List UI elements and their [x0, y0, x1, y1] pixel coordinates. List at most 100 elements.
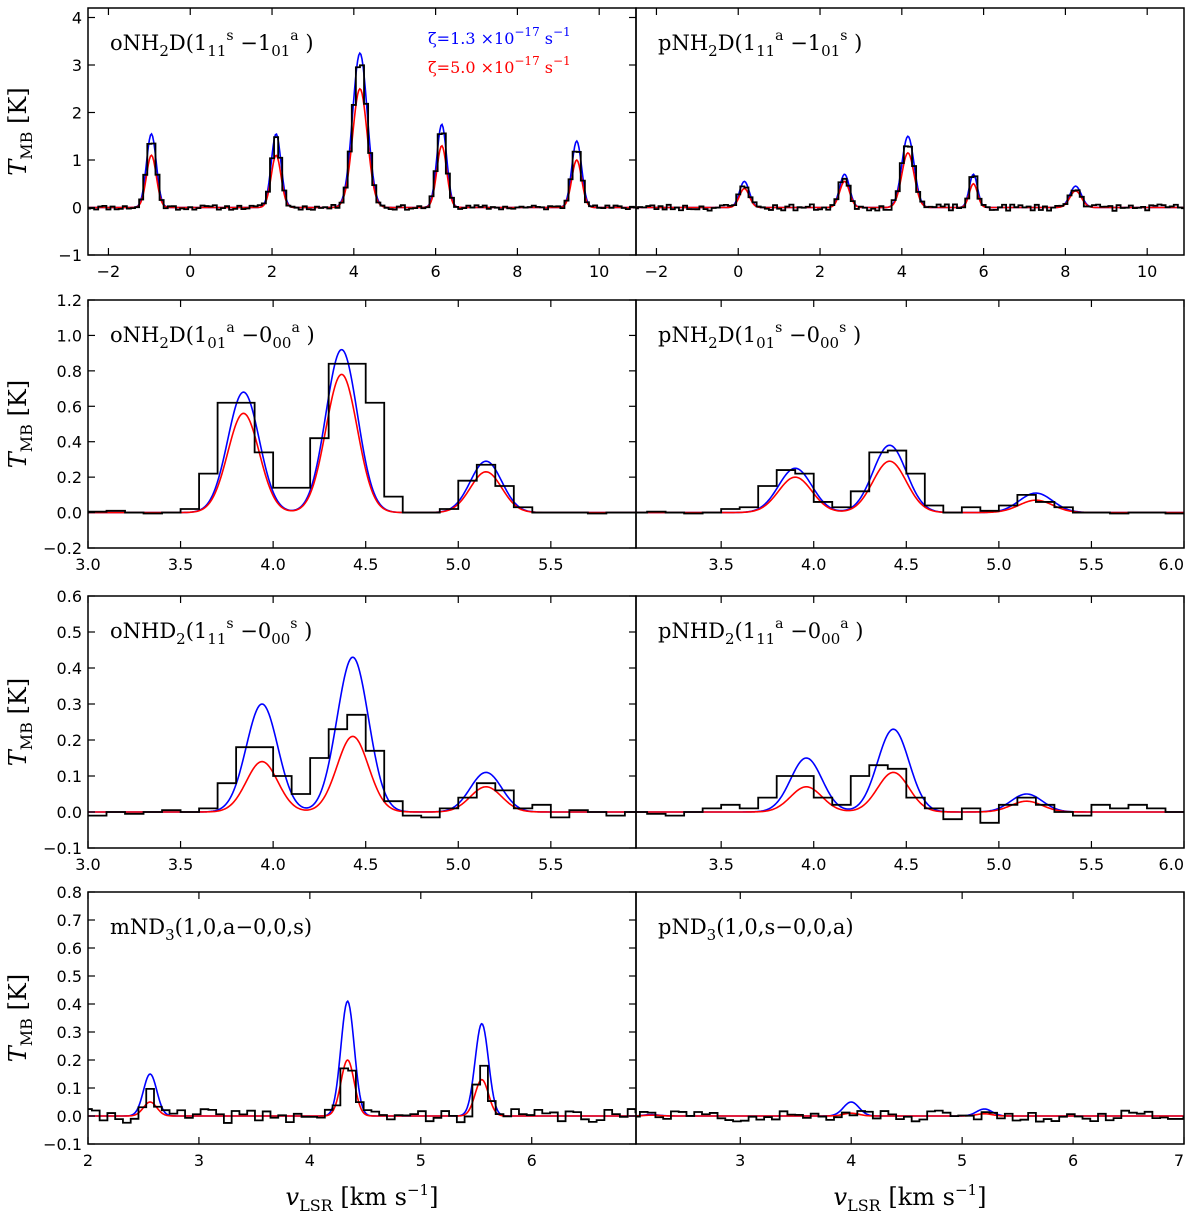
y-tick-label: 0.5: [57, 623, 82, 642]
y-axis-title: TMB [K]: [4, 974, 36, 1062]
x-tick-label: 4.5: [353, 555, 378, 574]
x-tick-label: 6.0: [1159, 855, 1184, 874]
x-tick-label: 4: [846, 1151, 856, 1170]
x-tick-label: 5.0: [986, 855, 1011, 874]
x-tick-label: −2: [645, 262, 669, 281]
y-tick-label: 0.1: [57, 767, 82, 786]
x-tick-label: 5.5: [538, 855, 563, 874]
x-tick-label: 5.5: [538, 555, 563, 574]
x-tick-label: 4.0: [801, 855, 826, 874]
x-tick-label: 0: [733, 262, 743, 281]
y-axis-title: TMB [K]: [4, 380, 36, 468]
x-axis-title: vLSR [km s−1]: [834, 1181, 987, 1215]
observed-spectrum: [88, 64, 636, 211]
x-tick-label: 6: [431, 262, 441, 281]
x-tick-label: 7: [1174, 1151, 1184, 1170]
x-tick-label: 8: [1060, 262, 1070, 281]
y-tick-label: 0.2: [57, 1051, 82, 1070]
x-tick-label: 3: [735, 1151, 745, 1170]
panel-oNH2D-11-10: −2 0 2 4 6 8 10 −1 0 1 2 3 4 oNH2D(111s −101a ) TMB [K…: [4, 7, 637, 281]
x-axis-title: vLSR [km s−1]: [286, 1181, 439, 1215]
panel-frame: [635, 595, 1185, 849]
transition-label: oNH2D(101a −000a ): [110, 320, 315, 352]
y-tick-label: 0.0: [57, 504, 82, 523]
x-tick-label: 3.5: [708, 855, 733, 874]
transition-label: oNH2D(111s −101a ): [110, 28, 314, 60]
observed-spectrum: [636, 1109, 1184, 1123]
panel-pND3: 3 4 5 6 7 pND3(1,0,s−0,0,a) vLSR [km s−1]: [635, 891, 1185, 1215]
plot-area: [636, 1101, 1184, 1123]
panel-oNH2D-01-00: 3.0 3.5 4.0 4.5 5.0 5.5 −0.2 0.0 0.2 0.4 0.6 0.8 1.0…: [4, 291, 637, 574]
x-tick-label: 4: [305, 1151, 315, 1170]
legend-low-zeta: ζ=1.3 ×10−17 s−1: [428, 25, 571, 48]
model-line-low-zeta: [88, 999, 636, 1117]
observed-spectrum: [88, 1064, 636, 1124]
x-tick-label: 8: [512, 262, 522, 281]
y-axis-title: TMB [K]: [4, 678, 36, 766]
model-line-low-zeta: [88, 656, 636, 813]
y-tick-label: 0.0: [57, 1107, 82, 1126]
y-tick-label: −0.1: [43, 1135, 82, 1154]
panel-frame: [635, 299, 1185, 549]
panel-frame: [635, 7, 1185, 256]
y-tick-label: 0.4: [57, 995, 82, 1014]
x-tick-label: 3.0: [75, 855, 100, 874]
y-tick-label: 0.1: [57, 1079, 82, 1098]
x-tick-label: 4.0: [801, 555, 826, 574]
x-tick-label: 6.0: [1159, 555, 1184, 574]
y-tick-label: 3: [72, 56, 82, 75]
transition-label: pNHD2(111a −000a ): [658, 616, 864, 648]
y-tick-label: 0.3: [57, 1023, 82, 1042]
x-tick-label: 4.0: [260, 855, 285, 874]
x-tick-label: 10: [1137, 262, 1157, 281]
observed-spectrum: [636, 764, 1184, 824]
y-tick-label: 0.4: [57, 659, 82, 678]
x-tick-label: 5.0: [986, 555, 1011, 574]
observed-spectrum: [636, 449, 1184, 515]
y-tick-label: 1.0: [57, 326, 82, 345]
x-tick-label: 6: [979, 262, 989, 281]
y-tick-label: 0.6: [57, 397, 82, 416]
x-tick-label: 3.0: [75, 555, 100, 574]
y-tick-label: −1: [58, 246, 82, 265]
y-tick-label: 0.7: [57, 911, 82, 930]
model-line-high-zeta: [88, 1059, 636, 1117]
plot-area: [88, 348, 636, 515]
x-tick-label: 5.5: [1079, 555, 1104, 574]
plot-area: [636, 728, 1184, 824]
plot-area: [636, 444, 1184, 515]
panel-pNHD2-11-00: 3.5 4.0 4.5 5.0 5.5 6.0 pNHD2(111a −000a ): [635, 595, 1185, 874]
x-tick-label: 4: [349, 262, 359, 281]
transition-label: pNH2D(111a −101s ): [658, 28, 862, 60]
model-line-high-zeta: [88, 735, 636, 813]
y-tick-label: −0.1: [43, 839, 82, 858]
x-tick-label: 4.5: [894, 855, 919, 874]
x-tick-label: 3.5: [168, 555, 193, 574]
y-tick-label: 0.2: [57, 468, 82, 487]
x-tick-label: 2: [83, 1151, 93, 1170]
y-tick-label: 0.3: [57, 695, 82, 714]
x-tick-label: 4.5: [894, 555, 919, 574]
panel-oNHD2-11-00: 3.0 3.5 4.0 4.5 5.0 5.5 −0.1 0.0 0.1 0.2 0.3 0.4 0.5…: [4, 587, 637, 874]
model-line-high-zeta: [88, 87, 636, 209]
transition-label: pND3(1,0,s−0,0,a): [658, 915, 854, 944]
panel-pNH2D-11-10: −2 0 2 4 6 8 10 pNH2D(111a −101s ): [635, 7, 1185, 281]
y-tick-label: 0.2: [57, 731, 82, 750]
model-line-low-zeta: [88, 348, 636, 514]
y-tick-label: 4: [72, 9, 82, 28]
model-line-low-zeta: [636, 444, 1184, 514]
y-tick-label: 0.6: [57, 939, 82, 958]
y-tick-label: 2: [72, 104, 82, 123]
transition-label: pNH2D(101s −000s ): [658, 320, 861, 352]
y-tick-label: 0.5: [57, 967, 82, 986]
x-tick-label: 4: [897, 262, 907, 281]
observed-spectrum: [88, 362, 636, 515]
y-axis-title: TMB [K]: [4, 87, 36, 175]
y-tick-label: 0.0: [57, 803, 82, 822]
x-tick-label: 0: [185, 262, 195, 281]
x-tick-label: 3: [194, 1151, 204, 1170]
y-tick-label: 0.8: [57, 362, 82, 381]
y-tick-label: −0.2: [43, 539, 82, 558]
x-tick-label: 6: [1068, 1151, 1078, 1170]
